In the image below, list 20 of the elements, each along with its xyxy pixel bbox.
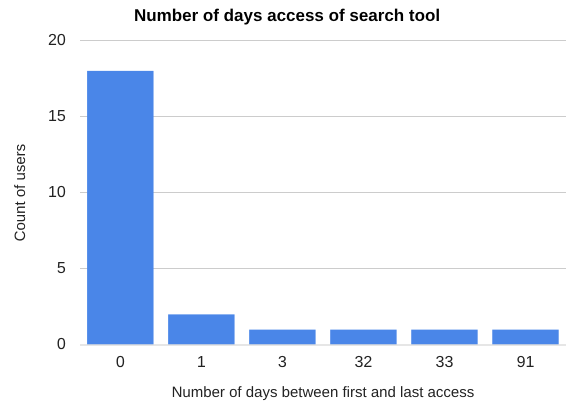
bar — [330, 330, 397, 344]
x-tick-label: 3 — [278, 354, 287, 371]
bar — [492, 330, 559, 344]
bar — [87, 70, 154, 344]
y-tick-label: 20 — [48, 32, 66, 49]
x-axis-title: Number of days between first and last access — [172, 384, 474, 402]
x-tick-label: 32 — [354, 354, 372, 371]
y-tick-label: 0 — [56, 336, 66, 354]
bar — [411, 330, 478, 344]
x-tick-label: 1 — [196, 354, 206, 371]
x-tick-label: 33 — [436, 354, 454, 371]
y-tick-label: 5 — [56, 260, 66, 278]
x-tick-label: 91 — [516, 354, 534, 371]
x-tick-label: 0 — [116, 354, 125, 371]
y-axis-title: Count of users — [12, 144, 30, 242]
chart-title: Number of days access of search tool — [134, 6, 440, 25]
bar — [249, 330, 316, 344]
y-tick-label: 15 — [48, 108, 66, 125]
y-tick-label: 10 — [48, 184, 66, 202]
bar — [168, 314, 235, 344]
